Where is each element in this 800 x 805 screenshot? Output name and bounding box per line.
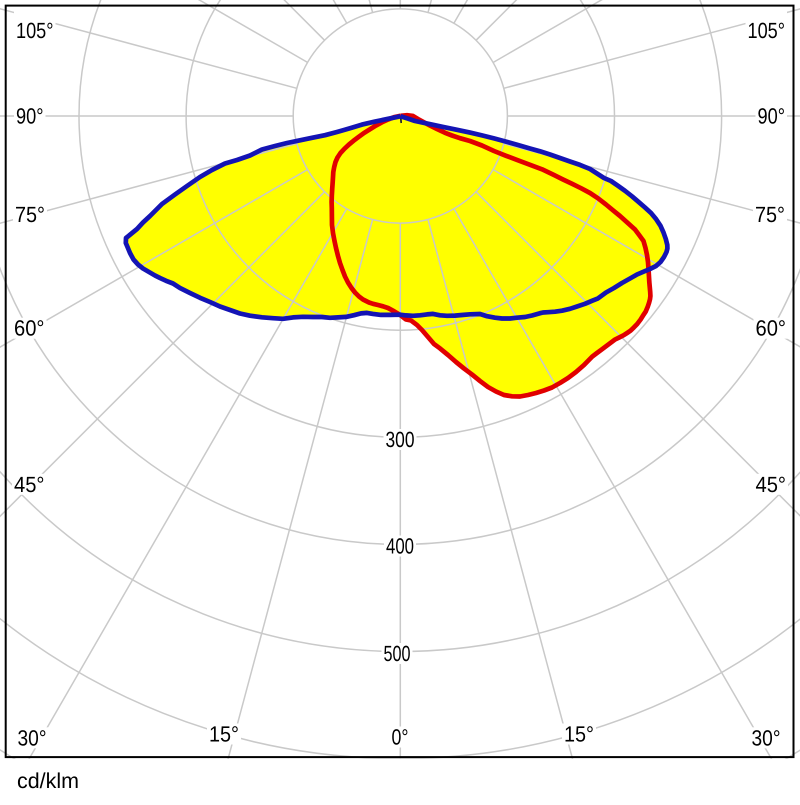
svg-text:60°: 60°	[14, 316, 45, 341]
svg-text:0°: 0°	[392, 725, 409, 750]
svg-text:45°: 45°	[14, 472, 45, 497]
svg-text:45°: 45°	[756, 472, 787, 497]
svg-text:105°: 105°	[748, 18, 786, 43]
svg-text:90°: 90°	[758, 104, 786, 129]
svg-text:30°: 30°	[752, 725, 781, 750]
svg-text:400: 400	[386, 534, 414, 559]
svg-text:90°: 90°	[16, 104, 44, 129]
svg-text:30°: 30°	[18, 725, 47, 750]
svg-text:105°: 105°	[16, 18, 54, 43]
svg-text:60°: 60°	[756, 316, 787, 341]
svg-text:cd/klm: cd/klm	[17, 769, 79, 793]
svg-text:500: 500	[384, 641, 411, 666]
svg-text:15°: 15°	[564, 722, 594, 747]
svg-text:75°: 75°	[755, 202, 785, 227]
svg-text:15°: 15°	[209, 722, 239, 747]
svg-text:300: 300	[386, 427, 415, 452]
svg-text:75°: 75°	[15, 202, 45, 227]
